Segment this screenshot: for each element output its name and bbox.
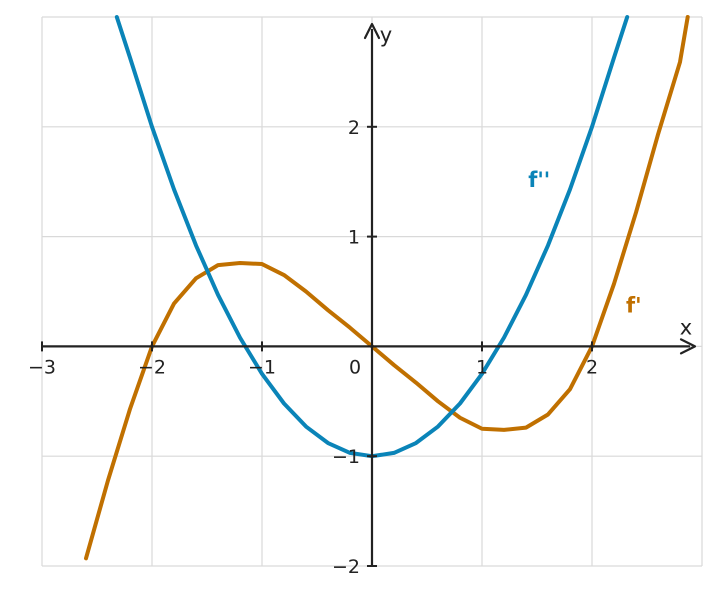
x-tick-label: −1 <box>248 356 276 378</box>
curve-layer <box>84 15 690 561</box>
y-tick-label: 2 <box>348 117 360 139</box>
x-tick-label: −2 <box>138 356 166 378</box>
axis-layer <box>41 22 697 567</box>
label-layer: −3 −2 −1 0 1 2 −2 −1 1 2 x y f'' f' <box>28 23 692 578</box>
x-axis-arrow <box>679 338 697 355</box>
x-tick-label: 1 <box>476 356 488 378</box>
y-tick-label: 1 <box>348 227 360 249</box>
y-tick-label: −2 <box>332 556 360 578</box>
x-tick-label: 0 <box>349 356 361 378</box>
series-line-f-prime <box>84 15 690 561</box>
y-axis-label: y <box>380 23 392 47</box>
x-tick-label: −3 <box>28 356 56 378</box>
y-axis-arrow <box>363 22 381 40</box>
annotation-f-prime: f' <box>626 293 642 317</box>
y-tick-label: −1 <box>332 446 360 468</box>
x-tick-label: 2 <box>586 356 598 378</box>
x-axis-label: x <box>680 315 692 339</box>
annotation-f-double-prime: f'' <box>528 168 550 192</box>
